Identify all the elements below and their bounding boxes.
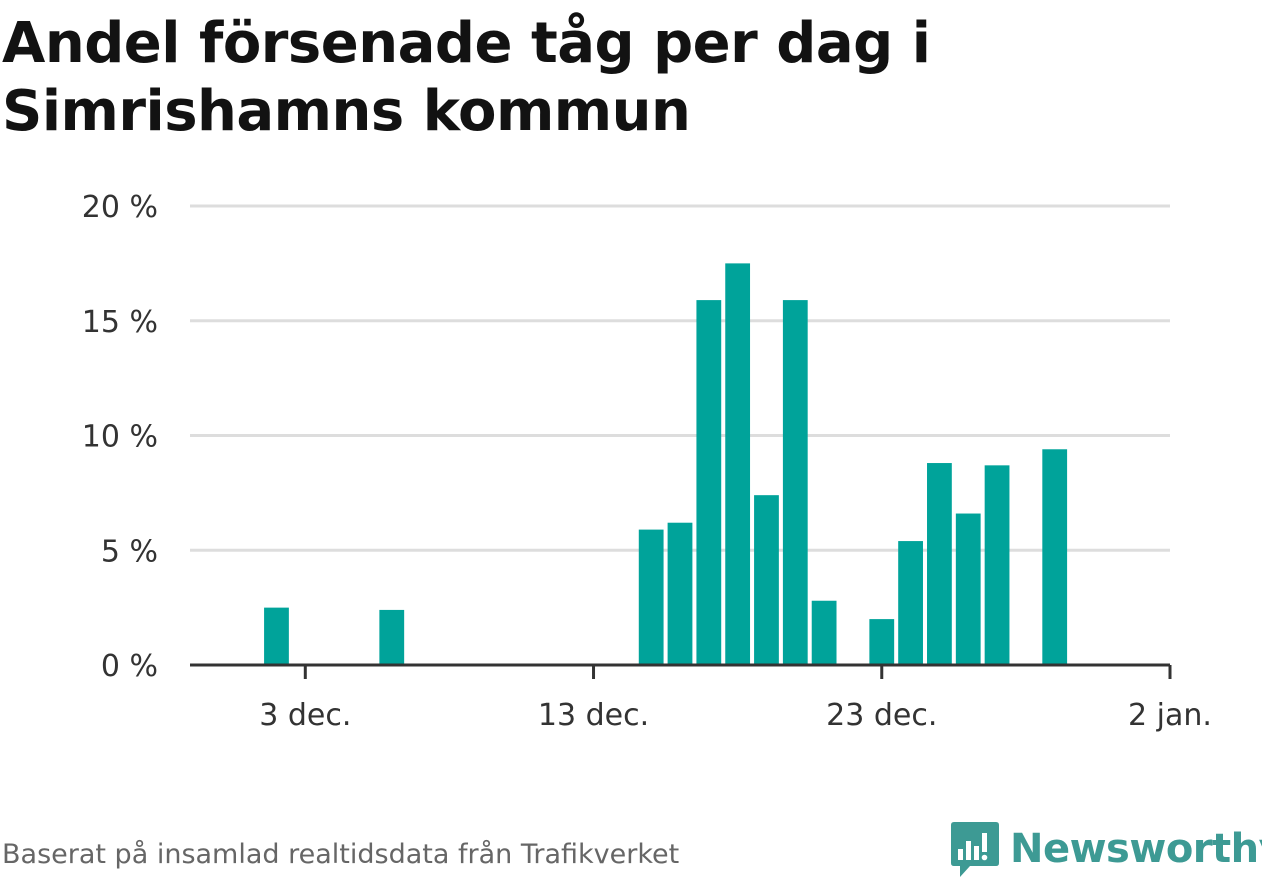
bar-2023-12-29 xyxy=(1042,449,1068,665)
bar-2023-12-18 xyxy=(725,263,751,665)
x-tick-label: 13 dec. xyxy=(538,698,649,733)
bar-2023-12-27 xyxy=(984,465,1010,665)
y-tick-label: 15 % xyxy=(82,305,158,340)
newsworthy-logo[interactable]: Newsworthy xyxy=(950,818,1262,880)
bar-2023-12-17 xyxy=(696,300,722,665)
bar-2023-12-20 xyxy=(782,300,808,665)
y-tick-label: 5 % xyxy=(101,534,158,569)
bar-2023-12-16 xyxy=(667,522,693,665)
bar-2023-12-25 xyxy=(927,463,952,665)
bar-2023-12-21 xyxy=(811,600,837,665)
x-tick-label: 23 dec. xyxy=(826,698,937,733)
x-axis xyxy=(190,663,1172,679)
bar-2023-12-06 xyxy=(379,609,405,665)
source-note: Baserat på insamlad realtidsdata från Tr… xyxy=(2,839,680,870)
bar-2023-12-15 xyxy=(638,529,664,665)
tick-labels: 0 % 5 % 10 % 15 % 20 % 3 dec. 13 dec. 23 dec. 2 … xyxy=(82,190,1212,733)
x-tick-label: 2 jan. xyxy=(1128,698,1212,733)
y-tick-label: 10 % xyxy=(82,420,158,455)
bars xyxy=(264,263,1068,665)
chart-title: Andel försenade tåg per dag i Simrishamn… xyxy=(2,11,931,144)
bar-chart: 0 % 5 % 10 % 15 % 20 % 3 dec. 13 dec. 23 dec. 2 … xyxy=(82,190,1212,733)
bar-2023-12-26 xyxy=(955,513,981,665)
x-tick-label: 3 dec. xyxy=(259,698,351,733)
y-tick-label: 20 % xyxy=(82,190,158,225)
y-tick-label: 0 % xyxy=(101,649,158,684)
bar-2023-12-23 xyxy=(869,619,895,665)
bar-2023-12-24 xyxy=(898,541,923,665)
gridlines xyxy=(190,204,1170,552)
newsworthy-logo-icon xyxy=(951,822,999,877)
logo-wordmark: Newsworthy xyxy=(1010,826,1262,872)
bar-2023-12-02 xyxy=(264,607,289,665)
bar-2023-12-19 xyxy=(754,495,779,665)
